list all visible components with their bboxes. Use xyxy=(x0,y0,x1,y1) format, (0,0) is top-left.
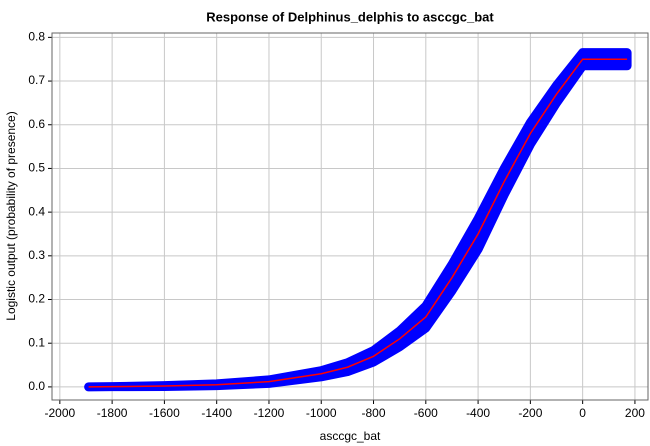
x-tick-label: -1800 xyxy=(97,406,128,420)
y-tick-label: 0.8 xyxy=(28,30,45,44)
x-tick-label: -1200 xyxy=(254,406,285,420)
x-tick-label: -1400 xyxy=(201,406,232,420)
x-tick-label: -200 xyxy=(518,406,542,420)
y-tick-label: 0.2 xyxy=(28,292,45,306)
x-tick-label: -400 xyxy=(466,406,490,420)
plot-frame xyxy=(51,32,649,401)
y-tick-label: 0.5 xyxy=(28,161,45,175)
x-tick-label: 200 xyxy=(625,406,645,420)
y-tick-label: 0.6 xyxy=(28,117,45,131)
y-axis-label: Logistic output (probability of presence… xyxy=(4,111,18,320)
y-tick-label: 0.3 xyxy=(28,248,45,262)
y-tick-label: 0.0 xyxy=(28,379,45,393)
x-tick-label: -2000 xyxy=(44,406,75,420)
x-tick-label: -600 xyxy=(414,406,438,420)
x-tick-label: -1000 xyxy=(306,406,337,420)
confidence-band xyxy=(84,48,632,392)
line xyxy=(88,58,628,388)
x-tick-label: -1600 xyxy=(149,406,180,420)
x-tick-label: 0 xyxy=(579,406,586,420)
y-tick-label: 0.7 xyxy=(28,73,45,87)
chart-title: Response of Delphinus_delphis to asccgc_… xyxy=(206,9,494,24)
x-tick-label: -800 xyxy=(362,406,386,420)
y-tick-label: 0.1 xyxy=(28,335,45,349)
x-axis-label: asccgc_bat xyxy=(320,429,381,443)
y-tick-label: 0.4 xyxy=(28,204,45,218)
